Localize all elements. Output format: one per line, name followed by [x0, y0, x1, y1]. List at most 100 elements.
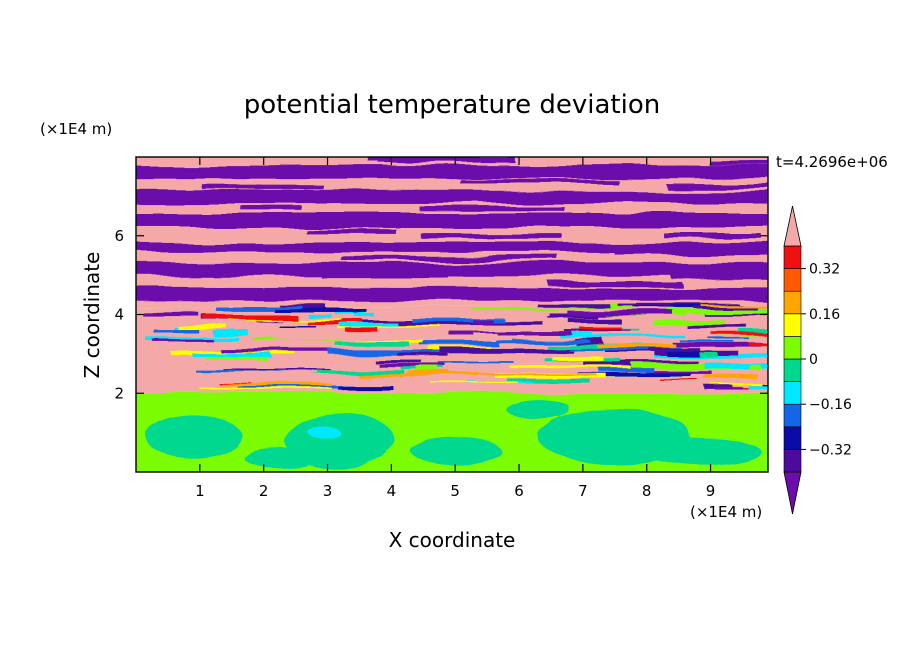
mixing-streak [582, 335, 686, 339]
upper-streak [671, 274, 768, 280]
mixing-streak [739, 347, 768, 351]
colorbar-tick-label: −0.32 [809, 442, 852, 458]
lower-blob [646, 438, 762, 467]
colorbar-bin [783, 426, 802, 450]
mixing-streak [329, 349, 440, 356]
mixing-streak [507, 378, 590, 384]
mixing-streak [618, 304, 672, 307]
colorbar-bin [783, 313, 802, 337]
upper-streak [367, 157, 463, 161]
mixing-streak [353, 312, 375, 317]
mixing-streak [686, 324, 747, 328]
upper-band [136, 287, 768, 301]
mixing-streak [273, 307, 366, 312]
x-tick-label: 3 [323, 482, 333, 500]
mixing-streak [711, 384, 768, 386]
mixing-streak [221, 383, 332, 387]
mixing-streak [580, 328, 623, 333]
mixing-streak [338, 322, 398, 326]
mixing-streak [509, 365, 630, 368]
upper-streak [664, 233, 762, 239]
mixing-streak [256, 346, 341, 351]
mixing-streak [438, 361, 515, 364]
mixing-streak [203, 314, 297, 320]
mixing-streak [440, 347, 573, 353]
y-axis: 2 4 6 [114, 227, 768, 402]
x-tick-label: 2 [259, 482, 269, 500]
mixing-streak [644, 369, 711, 373]
mixing-streak [343, 326, 377, 331]
mixing-streak [711, 332, 768, 335]
mixing-streak [274, 337, 393, 341]
x-axis-label: X coordinate [389, 528, 516, 552]
upper-streak [487, 255, 559, 261]
mixing-streak [512, 339, 588, 343]
mixing-streak [473, 319, 494, 325]
mixing-streak [553, 356, 605, 362]
mixing-streak [451, 321, 544, 326]
colorbar-tick-label: 0 [809, 352, 818, 368]
mixing-streak [396, 352, 448, 356]
lower-blob [506, 399, 571, 419]
mixing-streak [219, 369, 316, 372]
mixing-streak [703, 362, 748, 368]
mixing-streak [576, 371, 691, 376]
mixing-streak [220, 321, 305, 325]
mixing-streak [667, 309, 768, 315]
mixing-streak [192, 353, 272, 357]
mixing-streak [422, 369, 535, 373]
mixing-streak [494, 372, 606, 378]
mixing-streak [660, 379, 699, 381]
upper-band [136, 165, 768, 179]
mixing-streak [474, 333, 498, 338]
mixing-streak [708, 337, 749, 340]
mixing-streak [214, 305, 303, 310]
mixing-streak [416, 365, 439, 371]
x-tick-label: 5 [450, 482, 460, 500]
mixing-streak [336, 325, 441, 328]
mixing-streak [694, 307, 757, 310]
mixing-streak [671, 342, 762, 347]
upper-streak [548, 280, 681, 286]
mixing-streak [762, 384, 768, 390]
mixing-streak [419, 341, 498, 346]
y-axis-label: Z coordinate [80, 252, 104, 379]
colorbar-bin [783, 381, 802, 405]
mixing-streak [359, 322, 489, 326]
mixing-streak [595, 343, 676, 348]
y-axis-unit: (×1E4 m) [40, 120, 112, 138]
mixing-streak [176, 324, 227, 329]
lower-core [308, 426, 341, 439]
mixing-streak [338, 320, 413, 324]
mixing-streak [748, 386, 768, 391]
colorbar-bin [783, 449, 802, 473]
upper-band [136, 213, 768, 228]
time-label: t=4.2696e+06 [776, 153, 888, 171]
y-tick-label: 2 [114, 384, 124, 402]
mixing-streak [356, 373, 479, 377]
x-tick-label: 1 [195, 482, 205, 500]
lower-blob [145, 414, 242, 459]
upper-streak [240, 205, 302, 210]
mixing-base [136, 390, 768, 394]
x-axis-unit: (×1E4 m) [690, 503, 762, 521]
x-tick-label: 4 [387, 482, 397, 500]
mixing-streak [431, 381, 519, 384]
upper-band [136, 262, 768, 277]
mixing-streak [690, 352, 718, 358]
mixing-streak [471, 373, 597, 376]
y-tick-label: 6 [114, 227, 124, 245]
mixing-streak [144, 336, 238, 341]
mixing-streak [152, 328, 198, 332]
y-tick-label: 4 [114, 306, 124, 324]
upper-streak [460, 179, 619, 185]
mixing-streak [449, 332, 573, 336]
lower-blob [244, 448, 309, 469]
mixing-streak [739, 329, 768, 333]
mixing-streak [703, 373, 757, 379]
mixing-streak [544, 343, 643, 348]
mixing-streak [220, 350, 337, 353]
upper-streak [421, 234, 563, 239]
mixing-streak [204, 356, 267, 360]
colorbar-tick-label: 0.32 [809, 262, 840, 278]
